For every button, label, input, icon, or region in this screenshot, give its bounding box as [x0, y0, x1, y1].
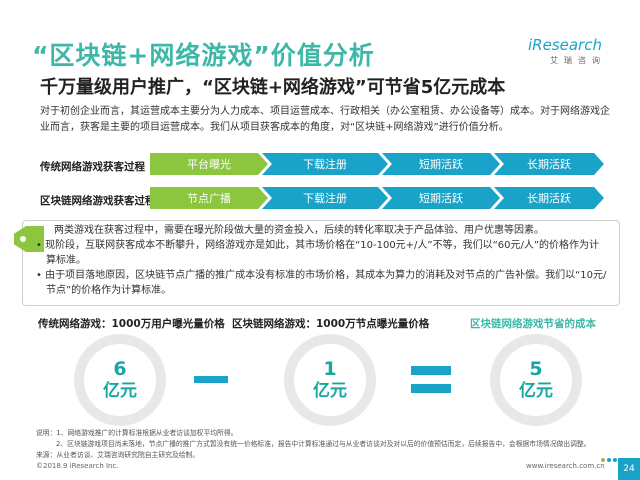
blockchain-step-2: 下载注册 [262, 187, 388, 209]
logo-subtext: 艾瑞咨询 [550, 56, 606, 65]
traditional-flow-label: 传统网络游戏获客过程 [40, 161, 145, 173]
intro-paragraph: 对于初创企业而言，其运营成本主要分为人力成本、项目运营成本、行政相关（办公室租赁… [40, 106, 610, 133]
note-text: 两类游戏在获客过程中，需要在曝光阶段做大量的资金投入，后续的转化率取决于产品体验… [36, 223, 608, 298]
traditional-cost-circle: 6 亿元 [74, 334, 166, 426]
footnote: 说明：1、网络游戏推广的计算标准根据从业者访谈加权平均所得。 2、区块链游戏项目… [36, 428, 626, 461]
traditional-cost-unit: 亿元 [103, 381, 137, 401]
footnote-source: 来源：从业者访谈、艾瑞咨询研究院自主研究及绘制。 [36, 451, 200, 459]
note-box [22, 220, 620, 306]
blockchain-cost-circle: 1 亿元 [284, 334, 376, 426]
equals-sign-top [411, 366, 451, 375]
traditional-cost-label: 传统网络游戏：1000万用户曝光量价格 [38, 318, 225, 330]
page-number: 24 [618, 458, 640, 480]
equals-sign-bottom [411, 384, 451, 393]
blockchain-step-1: 节点广播 [150, 187, 268, 209]
copyright: ©2018.9 iResearch Inc. [36, 462, 119, 470]
blockchain-cost-label: 区块链网络游戏：1000万节点曝光量价格 [232, 318, 430, 330]
minus-sign [194, 376, 228, 383]
page-subtitle: 千万量级用户推广，“区块链+网络游戏”可节省5亿元成本 [40, 77, 506, 98]
saved-cost-label: 区块链网络游戏节省的成本 [470, 318, 596, 330]
iresearch-logo: iResearch 艾瑞咨询 [528, 36, 608, 76]
saved-cost-circle: 5 亿元 [490, 334, 582, 426]
traditional-step-1: 平台曝光 [150, 153, 268, 175]
logo-text: iResearch [528, 36, 602, 54]
page-title: “区块链+网络游戏”价值分析 [32, 41, 375, 70]
saved-cost-unit: 亿元 [519, 381, 553, 401]
blockchain-cost-unit: 亿元 [313, 381, 347, 401]
blockchain-step-4: 长期活跃 [494, 187, 604, 209]
note-bullet-2: • 由于项目落地原因，区块链节点广播的推广成本没有标准的市场价格，其成本为算力的… [36, 270, 607, 296]
traditional-step-4: 长期活跃 [494, 153, 604, 175]
blockchain-cost-value: 1 [323, 358, 337, 380]
traditional-step-2: 下载注册 [262, 153, 388, 175]
traditional-step-3: 短期活跃 [382, 153, 500, 175]
blockchain-flow-label: 区块链网络游戏获客过程 [40, 195, 156, 207]
traditional-cost-value: 6 [113, 358, 127, 380]
decorative-dots-icon [601, 458, 617, 462]
tag-hole-icon [20, 236, 26, 242]
note-lead: 两类游戏在获客过程中，需要在曝光阶段做大量的资金投入，后续的转化率取决于产品体验… [54, 225, 544, 236]
footnote-line-1: 说明：1、网络游戏推广的计算标准根据从业者访谈加权平均所得。 [36, 429, 238, 437]
saved-cost-value: 5 [529, 358, 543, 380]
blockchain-step-3: 短期活跃 [382, 187, 500, 209]
note-bullet-1: • 现阶段，互联网获客成本不断攀升，网络游戏亦是如此，其市场价格在“10-100… [36, 240, 600, 266]
footer-url: www.iresearch.com.cn [526, 462, 605, 470]
footnote-line-2: 2、区块链游戏项目尚未落地，节点广播的推广方式暂没有统一价格标准，报告中计算标准… [56, 440, 591, 448]
